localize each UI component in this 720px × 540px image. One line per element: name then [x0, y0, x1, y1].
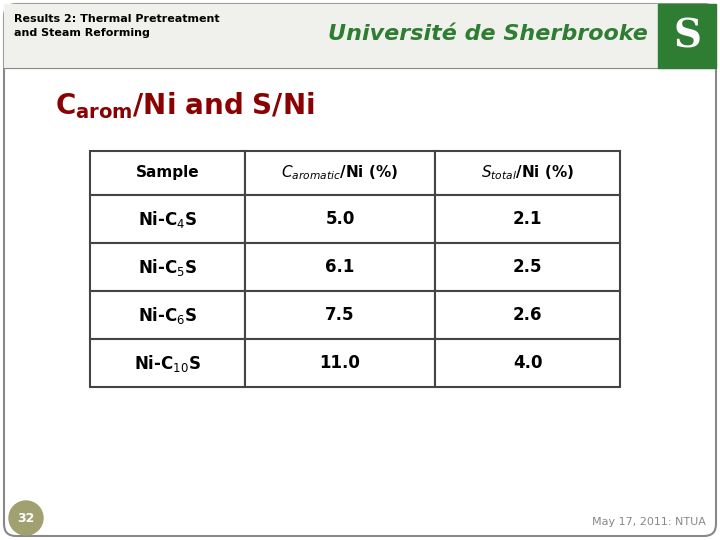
Bar — [245, 291, 435, 339]
Bar — [245, 151, 435, 195]
Bar — [435, 243, 620, 291]
Text: S: S — [673, 17, 701, 55]
Bar — [435, 339, 620, 387]
Text: 5.0: 5.0 — [325, 210, 355, 228]
Text: Ni-C$_4$S: Ni-C$_4$S — [138, 208, 197, 230]
Text: Sample: Sample — [135, 165, 199, 180]
Text: 32: 32 — [17, 511, 35, 524]
Bar — [90, 291, 245, 339]
Text: Ni-C$_5$S: Ni-C$_5$S — [138, 256, 197, 278]
Bar — [245, 243, 435, 291]
Bar — [435, 291, 620, 339]
Text: 11.0: 11.0 — [320, 354, 361, 372]
Bar — [90, 243, 245, 291]
Circle shape — [9, 501, 43, 535]
Text: Results 2: Thermal Pretreatment: Results 2: Thermal Pretreatment — [14, 14, 220, 24]
Text: $S_{total}$/Ni (%): $S_{total}$/Ni (%) — [481, 164, 574, 183]
Bar — [4, 4, 716, 68]
Text: 2.5: 2.5 — [513, 258, 542, 276]
Bar — [90, 195, 245, 243]
Text: Ni-C$_6$S: Ni-C$_6$S — [138, 305, 197, 326]
Bar — [245, 195, 435, 243]
Text: Ni-C$_{10}$S: Ni-C$_{10}$S — [134, 353, 201, 374]
Bar — [90, 339, 245, 387]
Text: and Steam Reforming: and Steam Reforming — [14, 28, 150, 38]
Bar — [658, 4, 716, 68]
Bar — [435, 195, 620, 243]
Text: 2.1: 2.1 — [513, 210, 542, 228]
Bar — [245, 339, 435, 387]
Text: 2.6: 2.6 — [513, 306, 542, 324]
Text: 6.1: 6.1 — [325, 258, 355, 276]
FancyBboxPatch shape — [4, 4, 716, 536]
Text: 7.5: 7.5 — [325, 306, 355, 324]
Text: $C_{aromatic}$/Ni (%): $C_{aromatic}$/Ni (%) — [282, 164, 399, 183]
Bar — [90, 151, 245, 195]
Bar — [435, 151, 620, 195]
Text: 4.0: 4.0 — [513, 354, 542, 372]
Text: Université de Sherbrooke: Université de Sherbrooke — [328, 24, 648, 44]
Text: May 17, 2011: NTUA: May 17, 2011: NTUA — [592, 517, 706, 527]
Text: $\mathbf{C_{arom}}\mathbf{/Ni\ and\ S/Ni}$: $\mathbf{C_{arom}}\mathbf{/Ni\ and\ S/Ni… — [55, 91, 315, 122]
